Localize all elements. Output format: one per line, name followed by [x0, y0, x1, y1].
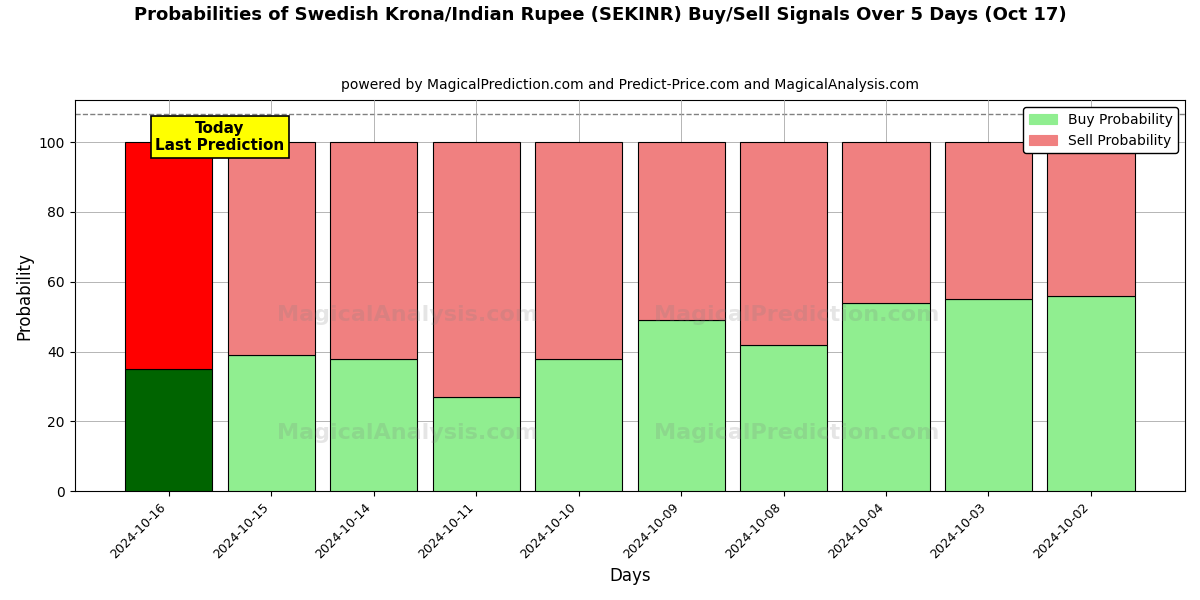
- Bar: [740, 344, 827, 491]
- Text: MagicalPrediction.com: MagicalPrediction.com: [654, 305, 940, 325]
- Bar: [842, 302, 930, 491]
- Bar: [740, 142, 827, 344]
- Bar: [1048, 296, 1134, 491]
- Bar: [637, 142, 725, 320]
- Text: MagicalAnalysis.com: MagicalAnalysis.com: [277, 422, 539, 443]
- Bar: [432, 397, 520, 491]
- Text: Today
Last Prediction: Today Last Prediction: [155, 121, 284, 154]
- Bar: [944, 299, 1032, 491]
- Text: Probabilities of Swedish Krona/Indian Rupee (SEKINR) Buy/Sell Signals Over 5 Day: Probabilities of Swedish Krona/Indian Ru…: [133, 6, 1067, 24]
- Bar: [944, 142, 1032, 299]
- Text: MagicalPrediction.com: MagicalPrediction.com: [654, 422, 940, 443]
- Bar: [535, 359, 622, 491]
- Bar: [125, 142, 212, 369]
- Title: powered by MagicalPrediction.com and Predict-Price.com and MagicalAnalysis.com: powered by MagicalPrediction.com and Pre…: [341, 78, 919, 92]
- Bar: [637, 320, 725, 491]
- X-axis label: Days: Days: [610, 567, 650, 585]
- Text: MagicalAnalysis.com: MagicalAnalysis.com: [277, 305, 539, 325]
- Bar: [228, 355, 314, 491]
- Bar: [228, 142, 314, 355]
- Bar: [432, 142, 520, 397]
- Bar: [330, 142, 418, 359]
- Legend: Buy Probability, Sell Probability: Buy Probability, Sell Probability: [1024, 107, 1178, 153]
- Y-axis label: Probability: Probability: [16, 252, 34, 340]
- Bar: [125, 369, 212, 491]
- Bar: [535, 142, 622, 359]
- Bar: [1048, 142, 1134, 296]
- Bar: [330, 359, 418, 491]
- Bar: [842, 142, 930, 302]
